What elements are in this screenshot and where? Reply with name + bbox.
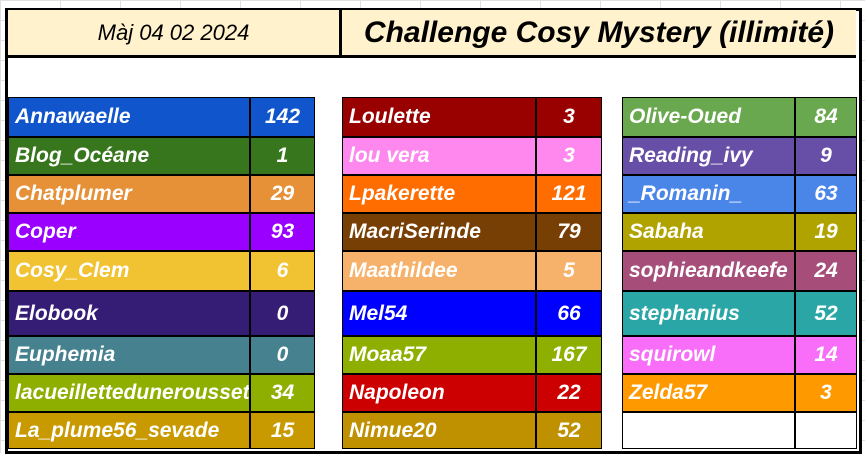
participant-count[interactable]: 34 (250, 374, 315, 412)
participant-name[interactable]: lou vera (342, 137, 536, 175)
participant-count[interactable]: 0 (250, 291, 315, 336)
challenge-title[interactable]: Challenge Cosy Mystery (illimité) (342, 10, 856, 58)
update-date[interactable]: Màj 04 02 2024 (8, 10, 342, 58)
participant-name[interactable]: Annawaelle (8, 97, 250, 137)
participant-count[interactable]: 29 (250, 175, 315, 213)
participant-count[interactable]: 9 (795, 137, 857, 175)
participant-count[interactable]: 167 (536, 336, 602, 374)
participant-count[interactable]: 63 (795, 175, 857, 213)
participant-name[interactable]: Sabaha (622, 213, 795, 251)
participant-count[interactable]: 3 (536, 97, 602, 137)
participant-name[interactable]: MacriSerinde (342, 213, 536, 251)
participant-count[interactable]: 6 (250, 251, 315, 291)
participant-count[interactable]: 1 (250, 137, 315, 175)
participant-count[interactable]: 121 (536, 175, 602, 213)
participant-count[interactable]: 52 (795, 291, 857, 336)
participant-name[interactable]: La_plume56_sevade (8, 412, 250, 449)
participant-count[interactable]: 66 (536, 291, 602, 336)
participant-name[interactable]: Olive-Oued (622, 97, 795, 137)
participant-count[interactable]: 84 (795, 97, 857, 137)
participant-count[interactable]: 22 (536, 374, 602, 412)
participant-name[interactable]: stephanius (622, 291, 795, 336)
participant-count[interactable]: 3 (795, 374, 857, 412)
participant-name[interactable]: squirowl (622, 336, 795, 374)
participant-name[interactable]: Elobook (8, 291, 250, 336)
participant-name[interactable]: Cosy_Clem (8, 251, 250, 291)
participant-name[interactable]: Coper (8, 213, 250, 251)
participant-name[interactable]: Blog_Océane (8, 137, 250, 175)
participant-name[interactable]: Euphemia (8, 336, 250, 374)
participant-name[interactable]: Lpakerette (342, 175, 536, 213)
participant-count[interactable]: 5 (536, 251, 602, 291)
participant-name[interactable]: _Romanin_ (622, 175, 795, 213)
participant-name[interactable]: Loulette (342, 97, 536, 137)
participant-count[interactable]: 93 (250, 213, 315, 251)
participant-name[interactable]: Maathildee (342, 251, 536, 291)
participant-name[interactable]: Moaa57 (342, 336, 536, 374)
participant-count[interactable]: 3 (536, 137, 602, 175)
participant-count[interactable]: 14 (795, 336, 857, 374)
participant-name[interactable]: Zelda57 (622, 374, 795, 412)
participant-count[interactable]: 52 (536, 412, 602, 449)
participant-name[interactable]: Mel54 (342, 291, 536, 336)
participant-name[interactable]: sophieandkeefe (622, 251, 795, 291)
participant-count[interactable]: 19 (795, 213, 857, 251)
participant-name[interactable]: lacueilletteduneroussette (8, 374, 250, 412)
empty-cell[interactable] (795, 412, 857, 449)
participant-count[interactable]: 24 (795, 251, 857, 291)
empty-cell[interactable] (622, 412, 795, 449)
participant-name[interactable]: Nimue20 (342, 412, 536, 449)
participant-count[interactable]: 15 (250, 412, 315, 449)
participant-count[interactable]: 142 (250, 97, 315, 137)
participant-name[interactable]: Reading_ivy (622, 137, 795, 175)
participant-name[interactable]: Napoleon (342, 374, 536, 412)
participant-name[interactable]: Chatplumer (8, 175, 250, 213)
participant-count[interactable]: 79 (536, 213, 602, 251)
participant-count[interactable]: 0 (250, 336, 315, 374)
